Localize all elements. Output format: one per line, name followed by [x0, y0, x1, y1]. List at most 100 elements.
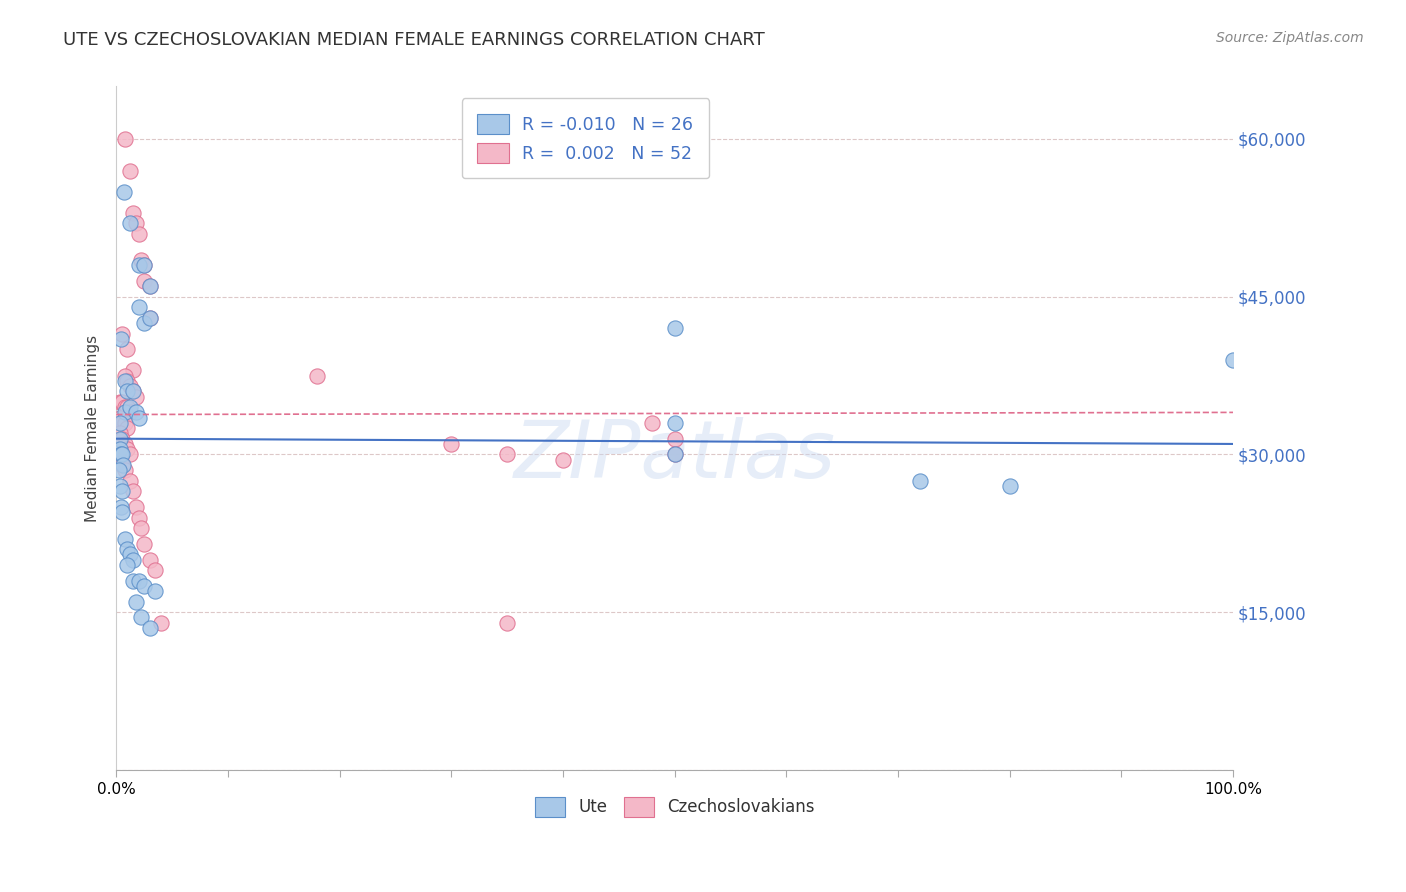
Point [145, 563, 167, 577]
Point [107, 463, 129, 477]
Point [129, 521, 152, 535]
Point [108, 410, 131, 425]
Point [664, 416, 686, 430]
Point [122, 552, 145, 566]
Point [108, 479, 131, 493]
Point [118, 405, 141, 419]
Point [117, 374, 139, 388]
Point [114, 437, 136, 451]
Point [496, 447, 519, 461]
Point [111, 326, 134, 341]
Point [111, 458, 134, 472]
Point [114, 416, 136, 430]
Point [139, 279, 162, 293]
Point [134, 579, 156, 593]
Point [125, 595, 148, 609]
Point [114, 405, 136, 419]
Point [117, 442, 139, 457]
Point [122, 484, 145, 499]
Point [128, 227, 150, 241]
Point [114, 374, 136, 388]
Point [114, 532, 136, 546]
Point [122, 574, 145, 588]
Point [125, 405, 148, 419]
Point [111, 395, 134, 409]
Point [111, 505, 134, 519]
Point [114, 132, 136, 146]
Point [664, 321, 686, 335]
Point [139, 279, 162, 293]
Point [641, 416, 664, 430]
Point [134, 258, 156, 272]
Point [125, 390, 148, 404]
Y-axis label: Median Female Earnings: Median Female Earnings [86, 334, 100, 522]
Point [108, 426, 131, 441]
Point [664, 432, 686, 446]
Point [496, 615, 519, 630]
Point [307, 368, 329, 383]
Point [551, 452, 574, 467]
Point [118, 216, 141, 230]
Point [110, 332, 132, 346]
Point [117, 384, 139, 399]
Point [118, 163, 141, 178]
Point [118, 447, 141, 461]
Point [134, 274, 156, 288]
Point [108, 416, 131, 430]
Point [108, 432, 131, 446]
Point [122, 363, 145, 377]
Point [440, 437, 463, 451]
Point [125, 216, 148, 230]
Point [128, 574, 150, 588]
Text: ZIPatlas: ZIPatlas [513, 417, 835, 494]
Point [664, 447, 686, 461]
Point [1222, 352, 1244, 367]
Point [118, 548, 141, 562]
Point [114, 400, 136, 414]
Point [111, 432, 134, 446]
Point [110, 500, 132, 514]
Point [139, 621, 162, 635]
Point [111, 484, 134, 499]
Point [118, 474, 141, 488]
Point [122, 384, 145, 399]
Point [125, 500, 148, 514]
Point [664, 447, 686, 461]
Point [139, 552, 162, 566]
Point [134, 258, 156, 272]
Point [110, 447, 132, 461]
Point [117, 542, 139, 557]
Point [134, 537, 156, 551]
Point [112, 185, 135, 199]
Point [118, 400, 141, 414]
Point [129, 610, 152, 624]
Point [114, 463, 136, 477]
Point [117, 421, 139, 435]
Point [128, 300, 150, 314]
Point [117, 400, 139, 414]
Point [111, 416, 134, 430]
Point [118, 379, 141, 393]
Point [910, 474, 932, 488]
Point [998, 479, 1021, 493]
Text: Source: ZipAtlas.com: Source: ZipAtlas.com [1216, 31, 1364, 45]
Point [122, 205, 145, 219]
Point [139, 310, 162, 325]
Legend: Ute, Czechoslovakians: Ute, Czechoslovakians [529, 790, 821, 823]
Point [111, 447, 134, 461]
Point [128, 510, 150, 524]
Point [149, 615, 172, 630]
Point [134, 316, 156, 330]
Point [108, 395, 131, 409]
Point [108, 452, 131, 467]
Point [108, 442, 131, 457]
Point [128, 258, 150, 272]
Point [117, 558, 139, 572]
Point [114, 368, 136, 383]
Point [129, 252, 152, 267]
Point [111, 458, 134, 472]
Point [117, 343, 139, 357]
Point [128, 410, 150, 425]
Point [145, 584, 167, 599]
Text: UTE VS CZECHOSLOVAKIAN MEDIAN FEMALE EARNINGS CORRELATION CHART: UTE VS CZECHOSLOVAKIAN MEDIAN FEMALE EAR… [63, 31, 765, 49]
